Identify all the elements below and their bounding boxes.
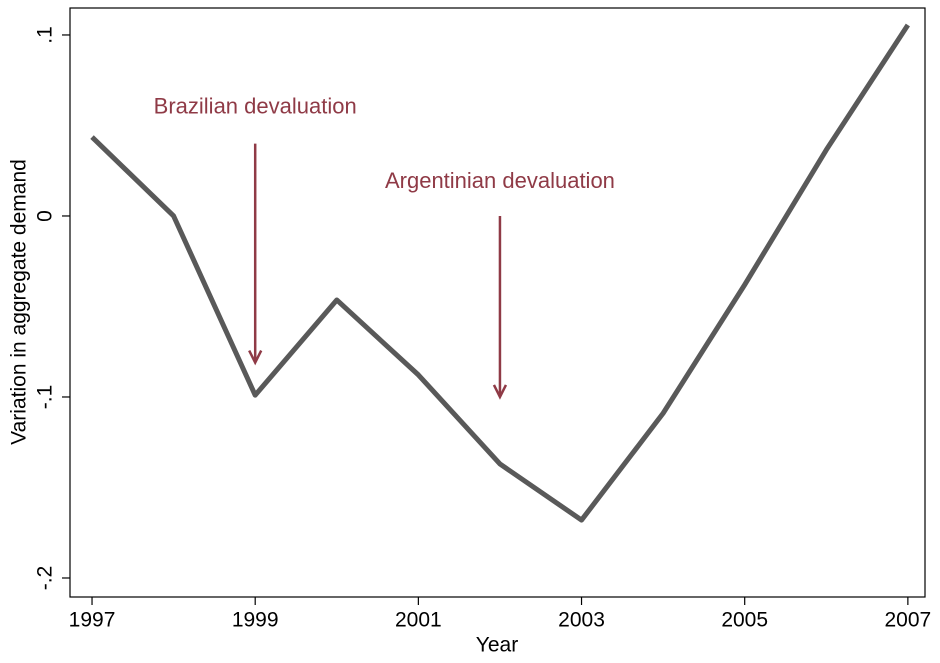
x-tick-label: 2001: [395, 609, 442, 632]
arrow-head: [248, 350, 263, 366]
x-tick-label: 2005: [721, 609, 768, 632]
y-tick-label: 0: [34, 210, 57, 222]
annotation-text: Argentinian devaluation: [385, 168, 615, 193]
x-tick-label: 2007: [885, 609, 932, 632]
y-tick-label: -.1: [34, 385, 57, 410]
x-tick-label: 2003: [558, 609, 605, 632]
y-axis-title: Variation in aggregate demand: [8, 159, 31, 445]
y-tick-label: -.2: [34, 566, 57, 591]
data-line: [90, 23, 910, 523]
x-tick-label: 1997: [69, 609, 116, 632]
plot-frame: [69, 7, 926, 598]
annotation-text: Brazilian devaluation: [154, 94, 357, 119]
arrow-head: [492, 384, 508, 400]
x-tick-label: 1999: [232, 609, 279, 632]
x-axis-title: Year: [476, 634, 518, 657]
y-tick-label: .1: [34, 26, 57, 44]
